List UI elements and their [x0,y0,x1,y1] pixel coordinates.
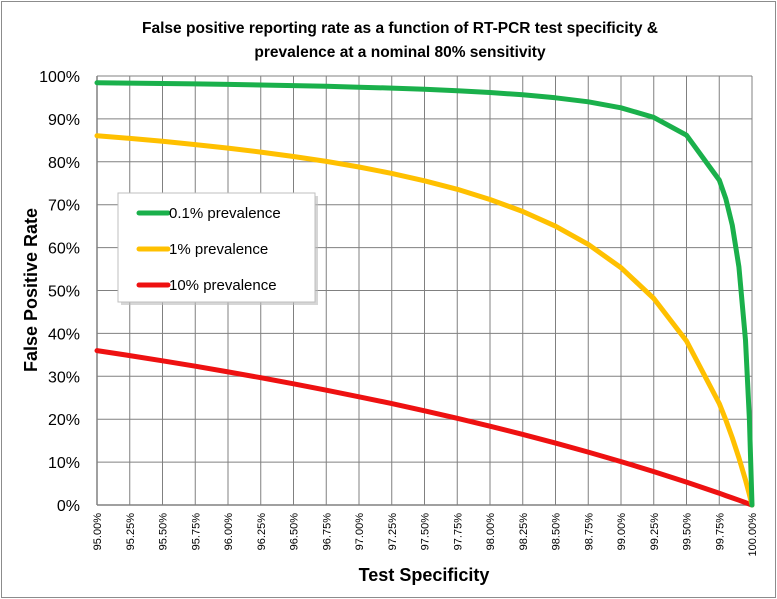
y-tick-label: 10% [48,455,80,472]
chart-title-line-2: prevalence at a nominal 80% sensitivity [254,44,546,61]
y-tick-label: 50% [48,284,80,301]
x-tick-label: 96.50% [289,513,301,551]
legend-label: 0.1% prevalence [169,205,281,222]
x-tick-label: 96.75% [321,513,333,551]
x-tick-label: 98.50% [551,513,563,551]
x-tick-label: 100.00% [747,513,759,557]
x-tick-label: 97.25% [387,513,399,551]
x-tick-label: 97.50% [420,513,432,551]
y-axis-label: False Positive Rate [21,208,41,372]
x-axis-label: Test Specificity [359,565,490,585]
x-tick-label: 97.00% [354,513,366,551]
y-tick-label: 70% [48,198,80,215]
series-line-10-prevalence [94,348,755,508]
y-tick-label: 60% [48,241,80,258]
y-tick-label: 0% [57,498,80,515]
legend-label: 10% prevalence [169,277,277,294]
x-tick-label: 99.75% [714,513,726,551]
x-tick-label: 99.25% [649,513,661,551]
x-tick-label: 99.50% [682,513,694,551]
x-tick-label: 95.25% [125,513,137,551]
x-tick-label: 97.75% [452,513,464,551]
x-tick-label: 95.00% [92,513,104,551]
y-tick-label: 80% [48,155,80,172]
x-tick-label: 98.25% [518,513,530,551]
legend: 0.1% prevalence 1% prevalence 10% prevalen… [117,192,318,305]
y-tick-label: 20% [48,412,80,429]
x-tick-label: 96.00% [223,513,235,551]
y-tick-label: 30% [48,369,80,386]
series-line-0-1-prevalence [94,80,755,508]
y-tick-label: 90% [48,112,80,129]
x-tick-label: 98.00% [485,513,497,551]
x-tick-label: 96.25% [256,513,268,551]
chart-title-line-1: False positive reporting rate as a funct… [142,20,658,37]
series-line-1-prevalence [94,133,755,508]
y-tick-label: 40% [48,326,80,343]
x-tick-label: 95.50% [158,513,170,551]
y-tick-label: 100% [39,69,80,86]
x-tick-label: 95.75% [190,513,202,551]
x-tick-label: 98.75% [583,513,595,551]
x-tick-label: 99.00% [616,513,628,551]
tick-labels: 0% 10% 20% 30% 40% 50% 60% 70% 80% 90% 100% 95.00% 9… [39,69,759,556]
series-lines [94,80,755,508]
legend-label: 1% prevalence [169,241,268,258]
